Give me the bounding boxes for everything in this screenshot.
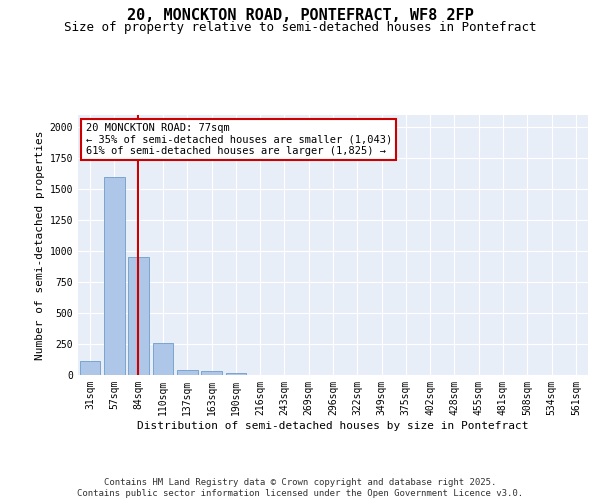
Bar: [226, 372, 246, 375]
Bar: [104, 177, 125, 375]
Bar: [201, 370, 222, 375]
X-axis label: Distribution of semi-detached houses by size in Pontefract: Distribution of semi-detached houses by …: [137, 420, 529, 430]
Bar: [80, 361, 100, 375]
Text: Contains HM Land Registry data © Crown copyright and database right 2025.
Contai: Contains HM Land Registry data © Crown c…: [77, 478, 523, 498]
Text: 20, MONCKTON ROAD, PONTEFRACT, WF8 2FP: 20, MONCKTON ROAD, PONTEFRACT, WF8 2FP: [127, 8, 473, 22]
Y-axis label: Number of semi-detached properties: Number of semi-detached properties: [35, 130, 46, 360]
Bar: [177, 370, 197, 375]
Text: Size of property relative to semi-detached houses in Pontefract: Size of property relative to semi-detach…: [64, 21, 536, 34]
Text: 20 MONCKTON ROAD: 77sqm
← 35% of semi-detached houses are smaller (1,043)
61% of: 20 MONCKTON ROAD: 77sqm ← 35% of semi-de…: [86, 123, 392, 156]
Bar: [128, 258, 149, 375]
Bar: [152, 343, 173, 375]
